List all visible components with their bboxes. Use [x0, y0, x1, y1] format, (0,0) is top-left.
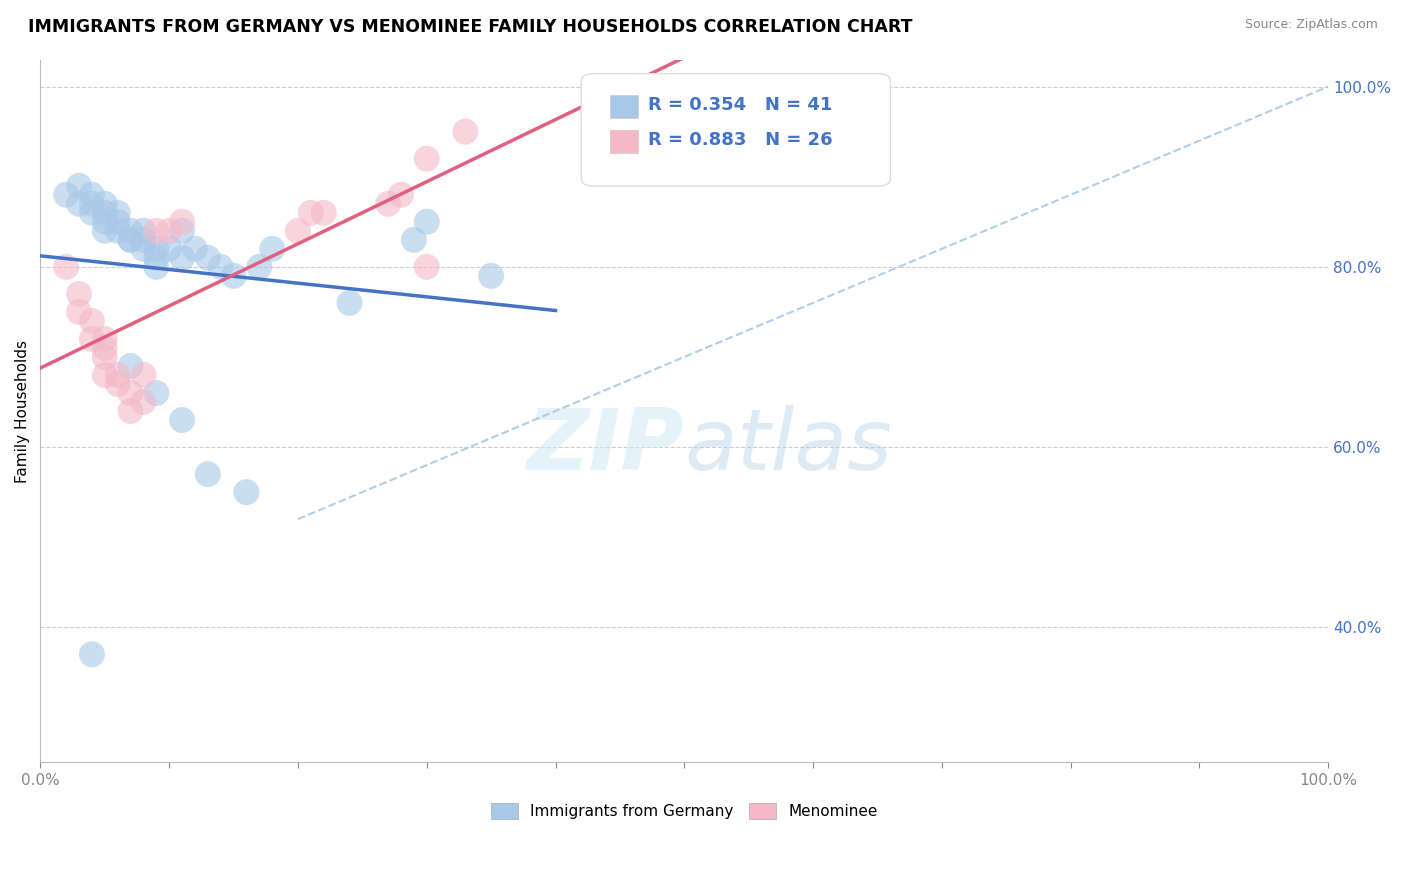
Point: [184, 242, 207, 256]
Point: [94, 350, 117, 364]
Point: [94, 224, 117, 238]
Text: IMMIGRANTS FROM GERMANY VS MENOMINEE FAMILY HOUSEHOLDS CORRELATION CHART: IMMIGRANTS FROM GERMANY VS MENOMINEE FAM…: [28, 18, 912, 36]
Point: [197, 467, 219, 481]
Point: [170, 224, 193, 238]
Point: [132, 233, 155, 247]
Text: ZIP: ZIP: [527, 405, 685, 488]
Point: [120, 386, 142, 401]
Point: [107, 224, 129, 238]
Text: R = 0.354   N = 41: R = 0.354 N = 41: [648, 96, 832, 114]
Point: [145, 386, 167, 401]
Point: [145, 224, 167, 238]
Point: [222, 268, 245, 283]
Point: [157, 242, 180, 256]
Point: [299, 206, 322, 220]
Point: [80, 206, 103, 220]
Point: [80, 332, 103, 346]
Point: [120, 233, 142, 247]
Point: [94, 341, 117, 355]
Point: [416, 215, 439, 229]
Bar: [610, 95, 638, 118]
FancyBboxPatch shape: [581, 74, 890, 186]
Point: [94, 196, 117, 211]
Point: [120, 404, 142, 418]
Point: [170, 251, 193, 265]
Point: [262, 242, 284, 256]
Point: [67, 196, 90, 211]
Bar: [610, 130, 638, 153]
Point: [209, 260, 232, 274]
Point: [247, 260, 270, 274]
Point: [287, 224, 309, 238]
Point: [402, 233, 425, 247]
Text: Source: ZipAtlas.com: Source: ZipAtlas.com: [1244, 18, 1378, 31]
Point: [120, 233, 142, 247]
Point: [67, 178, 90, 193]
Point: [170, 413, 193, 427]
Point: [197, 251, 219, 265]
Point: [120, 359, 142, 373]
Point: [132, 242, 155, 256]
Text: atlas: atlas: [685, 405, 893, 488]
Text: R = 0.883   N = 26: R = 0.883 N = 26: [648, 131, 832, 150]
Point: [94, 215, 117, 229]
Point: [132, 395, 155, 409]
Point: [132, 368, 155, 382]
Point: [389, 187, 412, 202]
Point: [416, 152, 439, 166]
Point: [107, 215, 129, 229]
Point: [107, 368, 129, 382]
Point: [94, 206, 117, 220]
Point: [416, 260, 439, 274]
Point: [339, 296, 361, 310]
Point: [145, 260, 167, 274]
Point: [479, 268, 502, 283]
Point: [80, 196, 103, 211]
Point: [312, 206, 335, 220]
Y-axis label: Family Households: Family Households: [15, 340, 30, 483]
Point: [107, 206, 129, 220]
Point: [120, 224, 142, 238]
Point: [67, 305, 90, 319]
Point: [157, 224, 180, 238]
Point: [107, 376, 129, 391]
Point: [170, 215, 193, 229]
Point: [235, 485, 257, 500]
Point: [55, 260, 77, 274]
Point: [80, 187, 103, 202]
Point: [454, 125, 477, 139]
Point: [94, 368, 117, 382]
Point: [94, 332, 117, 346]
Point: [145, 251, 167, 265]
Legend: Immigrants from Germany, Menominee: Immigrants from Germany, Menominee: [485, 797, 884, 825]
Point: [80, 648, 103, 662]
Point: [145, 242, 167, 256]
Point: [55, 187, 77, 202]
Point: [132, 224, 155, 238]
Point: [377, 196, 399, 211]
Point: [80, 314, 103, 328]
Point: [67, 286, 90, 301]
